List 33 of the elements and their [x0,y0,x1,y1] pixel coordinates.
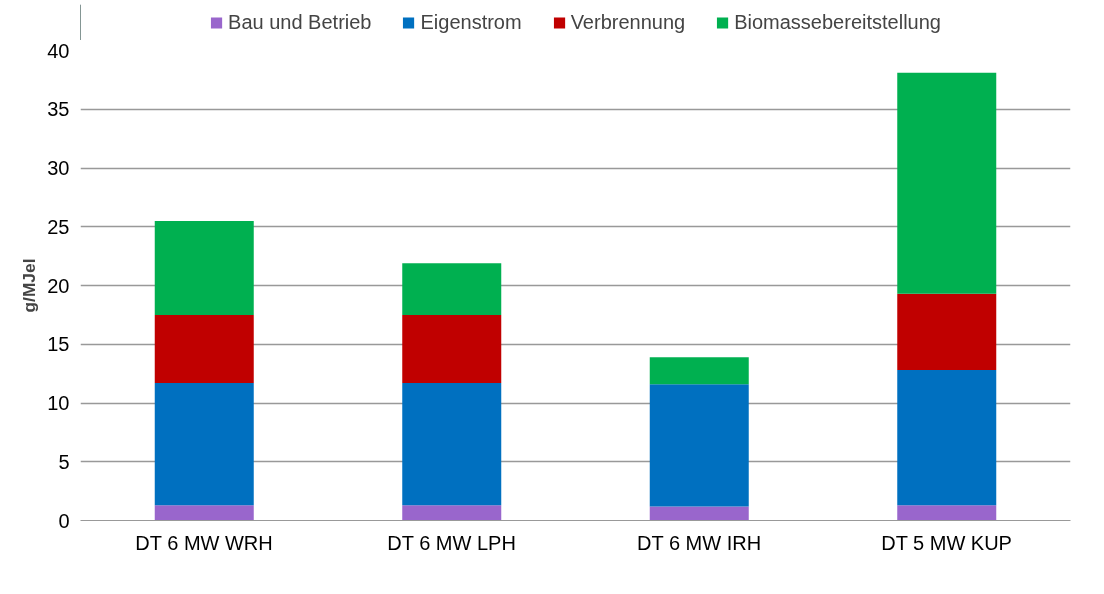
x-tick-label: DT 5 MW KUP [881,531,1012,554]
bar [154,383,254,506]
bar [402,263,502,315]
bar [402,383,502,506]
bar [154,505,254,521]
y-tick-label: 20 [47,274,70,297]
bar [154,220,254,315]
legend-label: Biomassebereitstellung [734,10,941,34]
bar [897,293,997,371]
y-tick-label: 15 [47,333,70,356]
y-axis-title: g/MJel [19,258,40,313]
x-tick-label: DT 6 MW LPH [387,531,516,554]
bar [897,72,997,294]
bar [649,384,749,507]
bar [897,370,997,506]
legend-label: Verbrennung [570,10,686,34]
bar [402,505,502,521]
x-tick-label: DT 6 MW IRH [637,531,762,554]
y-tick-label: 30 [47,157,70,179]
legend-label: Bau und Betrieb [228,10,372,34]
bar [154,314,254,384]
bar [402,314,502,384]
bar [649,357,749,385]
y-tick-label: 10 [47,392,70,414]
bar [649,506,749,521]
y-tick-label: 5 [58,450,70,473]
x-tick-label: DT 6 MW WRH [135,531,273,554]
y-tick-label: 40 [47,39,70,62]
legend-label: Eigenstrom [420,10,522,34]
y-tick-label: 35 [47,98,70,121]
bar [897,505,997,521]
y-tick-label: 0 [58,509,70,532]
y-tick-label: 25 [47,215,70,238]
